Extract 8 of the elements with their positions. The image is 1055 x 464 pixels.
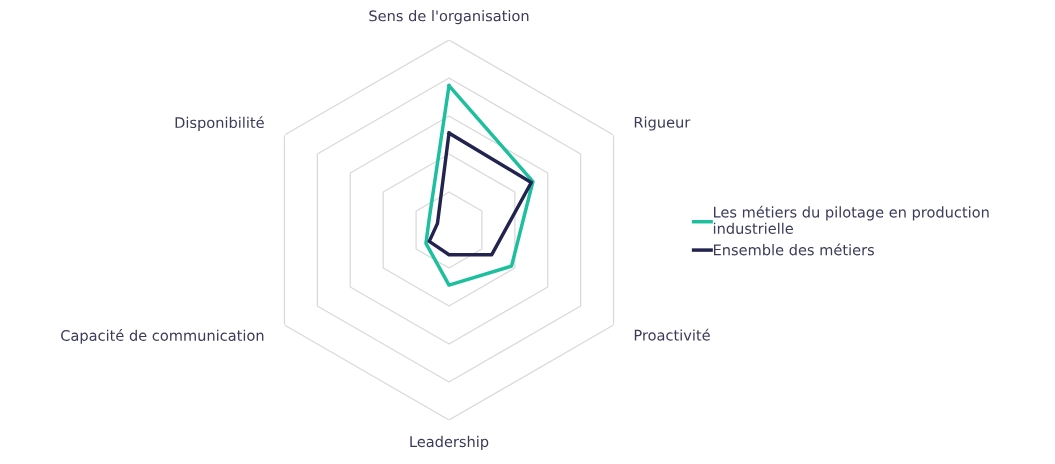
spoke-label: Disponibilité	[175, 116, 264, 131]
legend-label: Ensemble des métiers	[713, 243, 874, 256]
spoke-label: Rigueur	[634, 116, 691, 131]
spoke-label: Leadership	[410, 435, 489, 450]
spoke-label: Proactivité	[634, 328, 710, 341]
spoke-label: Sens de l'organisation	[369, 10, 529, 25]
legend-label: Les métiers du pilotage en production industrielle	[713, 205, 989, 234]
spoke-label: Capacité de communication	[61, 329, 264, 344]
